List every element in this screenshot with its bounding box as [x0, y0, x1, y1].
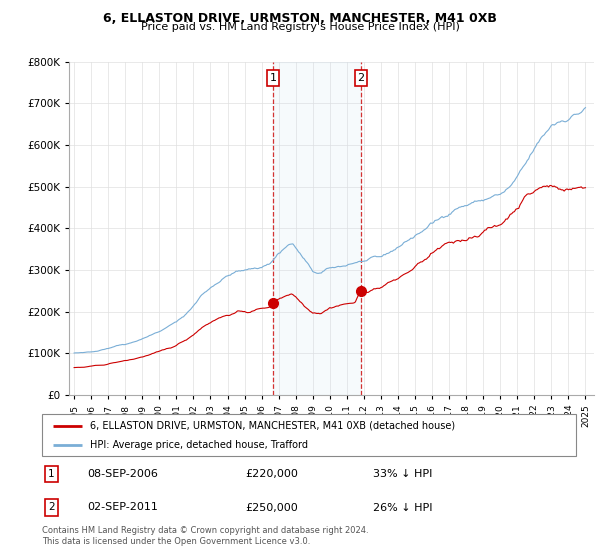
Text: 26% ↓ HPI: 26% ↓ HPI [373, 502, 433, 512]
Text: 08-SEP-2006: 08-SEP-2006 [88, 469, 158, 479]
Bar [273, 62, 361, 395]
Text: Contains HM Land Registry data © Crown copyright and database right 2024.
This d: Contains HM Land Registry data © Crown c… [42, 526, 368, 546]
Text: Price paid vs. HM Land Registry's House Price Index (HPI): Price paid vs. HM Land Registry's House … [140, 22, 460, 32]
Text: 1: 1 [269, 73, 277, 83]
Text: 02-SEP-2011: 02-SEP-2011 [88, 502, 158, 512]
Text: 1: 1 [48, 469, 55, 479]
Text: £250,000: £250,000 [245, 502, 298, 512]
Text: 6, ELLASTON DRIVE, URMSTON, MANCHESTER, M41 0XB (detached house): 6, ELLASTON DRIVE, URMSTON, MANCHESTER, … [90, 421, 455, 431]
Text: £220,000: £220,000 [245, 469, 298, 479]
Text: 2: 2 [358, 73, 365, 83]
Text: 2: 2 [48, 502, 55, 512]
Text: HPI: Average price, detached house, Trafford: HPI: Average price, detached house, Traf… [90, 440, 308, 450]
Text: 6, ELLASTON DRIVE, URMSTON, MANCHESTER, M41 0XB: 6, ELLASTON DRIVE, URMSTON, MANCHESTER, … [103, 12, 497, 25]
Text: 33% ↓ HPI: 33% ↓ HPI [373, 469, 433, 479]
